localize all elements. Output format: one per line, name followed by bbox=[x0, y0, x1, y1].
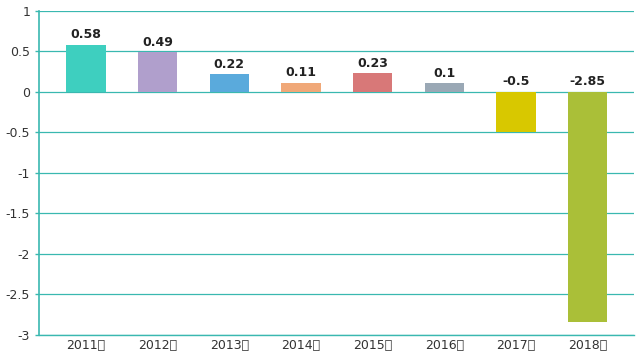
Bar bbox=[496, 92, 536, 132]
Text: 0.58: 0.58 bbox=[70, 28, 101, 41]
Bar bbox=[353, 73, 392, 92]
Text: 0.22: 0.22 bbox=[214, 58, 244, 71]
Text: 0.49: 0.49 bbox=[142, 36, 173, 49]
Text: 0.1: 0.1 bbox=[433, 67, 456, 80]
Bar bbox=[209, 74, 249, 92]
Text: 0.11: 0.11 bbox=[285, 67, 316, 79]
Text: 0.23: 0.23 bbox=[357, 57, 388, 70]
Bar bbox=[66, 45, 106, 92]
Text: -2.85: -2.85 bbox=[570, 75, 605, 88]
Bar bbox=[568, 92, 607, 323]
Text: -0.5: -0.5 bbox=[502, 75, 530, 88]
Bar bbox=[424, 83, 464, 92]
Bar bbox=[138, 52, 177, 92]
Bar bbox=[281, 83, 321, 92]
